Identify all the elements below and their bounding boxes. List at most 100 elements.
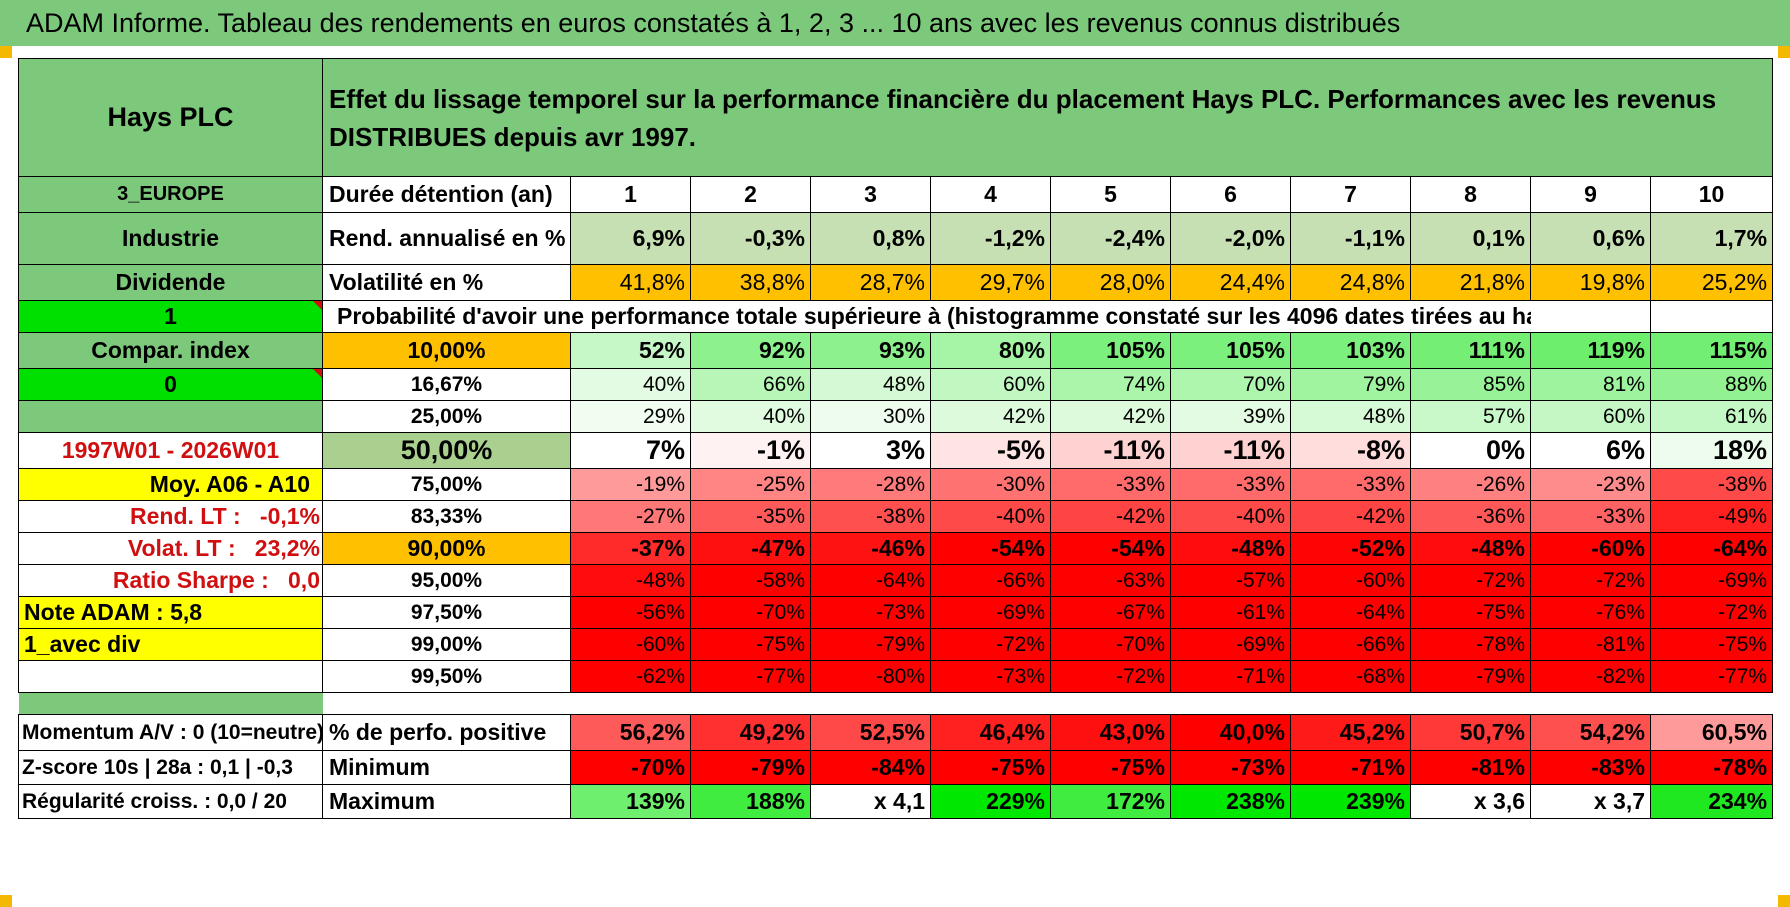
- corner-marker: [1778, 895, 1790, 907]
- rend-value: -2,0%: [1170, 212, 1291, 265]
- percentile-value: 0%: [1410, 432, 1531, 469]
- percentile-value: -72%: [930, 628, 1051, 661]
- year-header: 9: [1530, 176, 1651, 213]
- corner-marker: [0, 895, 12, 907]
- sector-label: Industrie: [18, 212, 323, 265]
- bottom-row-label: Maximum: [322, 784, 571, 819]
- percentile-value: -42%: [1050, 500, 1171, 533]
- bottom-value: 49,2%: [690, 714, 811, 751]
- percentile-value: -75%: [1410, 596, 1531, 629]
- bottom-row-label: % de perfo. positive: [322, 714, 571, 751]
- rend-label: Rend. annualisé en %: [322, 212, 571, 265]
- avec-div-label: 1_avec div: [18, 628, 323, 661]
- percentile-value: -70%: [1050, 628, 1171, 661]
- percentile-value: -25%: [690, 468, 811, 501]
- security-name: Hays PLC: [18, 58, 323, 177]
- percentile-label: 90,00%: [322, 532, 571, 565]
- rend-value: 1,7%: [1649, 212, 1774, 265]
- percentile-value: 18%: [1649, 432, 1774, 469]
- percentile-value: -72%: [1649, 596, 1774, 629]
- percentile-value: 79%: [1290, 368, 1411, 401]
- percentile-value: -81%: [1530, 628, 1651, 661]
- percentile-value: 66%: [690, 368, 811, 401]
- percentile-value: -77%: [690, 660, 811, 693]
- percentile-value: -42%: [1290, 500, 1411, 533]
- year-header: 3: [810, 176, 931, 213]
- rend-lt-value: -0,1%: [259, 503, 320, 529]
- percentile-value: 60%: [930, 368, 1051, 401]
- bottom-value: 234%: [1649, 784, 1774, 819]
- percentile-value: -72%: [1050, 660, 1171, 693]
- percentile-value: 80%: [930, 332, 1051, 369]
- percentile-value: -61%: [1170, 596, 1291, 629]
- percentile-value: -62%: [570, 660, 691, 693]
- blank-label-cell: [18, 400, 323, 433]
- percentile-value: 61%: [1649, 400, 1774, 433]
- flag-cell: 0: [18, 368, 323, 401]
- percentile-value: -30%: [930, 468, 1051, 501]
- bottom-value: x 3,6: [1410, 784, 1531, 819]
- percentile-value: 74%: [1050, 368, 1171, 401]
- percentile-value: -58%: [690, 564, 811, 597]
- bottom-value: x 4,1: [810, 784, 931, 819]
- percentile-value: -11%: [1170, 432, 1291, 469]
- percentile-value: -48%: [1410, 532, 1531, 565]
- percentile-value: -48%: [570, 564, 691, 597]
- bottom-value: 46,4%: [930, 714, 1051, 751]
- percentile-value: 103%: [1290, 332, 1411, 369]
- duration-label: Durée détention (an): [322, 176, 571, 213]
- bottom-value: 43,0%: [1050, 714, 1171, 751]
- year-header: 2: [690, 176, 811, 213]
- year-header: 5: [1050, 176, 1171, 213]
- bottom-value: -84%: [810, 750, 931, 785]
- percentile-label: 25,00%: [322, 400, 571, 433]
- percentile-value: 60%: [1530, 400, 1651, 433]
- vol-value: 24,8%: [1290, 264, 1411, 301]
- rend-value: 0,8%: [810, 212, 931, 265]
- percentile-value: -77%: [1649, 660, 1774, 693]
- percentile-label: 83,33%: [322, 500, 571, 533]
- percentile-value: 92%: [690, 332, 811, 369]
- year-header: 1: [570, 176, 691, 213]
- percentile-value: 6%: [1530, 432, 1651, 469]
- percentile-value: -69%: [930, 596, 1051, 629]
- percentile-value: -54%: [930, 532, 1051, 565]
- percentile-value: -23%: [1530, 468, 1651, 501]
- bottom-value: -75%: [1050, 750, 1171, 785]
- bottom-value: 54,2%: [1530, 714, 1651, 751]
- bottom-value: -75%: [930, 750, 1051, 785]
- percentile-value: -48%: [1170, 532, 1291, 565]
- bottom-value: 45,2%: [1290, 714, 1411, 751]
- bottom-value: -83%: [1530, 750, 1651, 785]
- percentile-value: -70%: [690, 596, 811, 629]
- percentile-value: 115%: [1649, 332, 1774, 369]
- percentile-value: -38%: [1649, 468, 1774, 501]
- percentile-value: 40%: [690, 400, 811, 433]
- percentile-value: -56%: [570, 596, 691, 629]
- vol-value: 19,8%: [1530, 264, 1651, 301]
- percentile-value: -19%: [570, 468, 691, 501]
- volat-lt-label: Volat. LT :: [127, 535, 236, 561]
- percentile-value: -60%: [1290, 564, 1411, 597]
- percentile-value: 52%: [570, 332, 691, 369]
- percentile-value: -33%: [1050, 468, 1171, 501]
- bottom-value: -78%: [1649, 750, 1774, 785]
- rend-value: -1,1%: [1290, 212, 1411, 265]
- bottom-value: 50,7%: [1410, 714, 1531, 751]
- percentile-value: -82%: [1530, 660, 1651, 693]
- sharpe-label: Ratio Sharpe :: [112, 567, 269, 593]
- rend-value: 6,9%: [570, 212, 691, 265]
- rend-lt: Rend. LT : -0,1%: [18, 500, 323, 533]
- regularity-label: Régularité croiss. : 0,0 / 20: [18, 784, 323, 819]
- percentile-value: -71%: [1170, 660, 1291, 693]
- percentile-value: -64%: [1649, 532, 1774, 565]
- vol-label: Volatilité en %: [322, 264, 571, 301]
- percentile-value: 40%: [570, 368, 691, 401]
- percentile-value: -75%: [1649, 628, 1774, 661]
- corner-marker: [1778, 46, 1790, 58]
- percentile-value: -69%: [1649, 564, 1774, 597]
- vol-value: 28,0%: [1050, 264, 1171, 301]
- vol-value: 28,7%: [810, 264, 931, 301]
- probability-caption: Probabilité d'avoir une performance tota…: [322, 300, 1531, 333]
- percentile-value: -60%: [1530, 532, 1651, 565]
